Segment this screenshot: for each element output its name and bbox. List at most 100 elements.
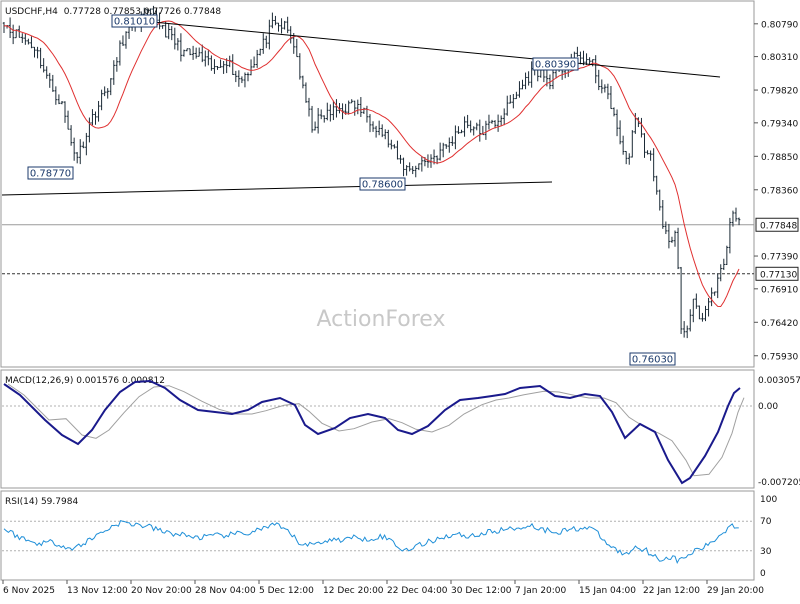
x-axis-tick: 22 Dec 04:00 <box>387 586 448 596</box>
price-annotation-low-label: 0.78770 <box>27 166 74 180</box>
candle <box>106 88 109 99</box>
candle <box>734 207 738 222</box>
x-axis-tick: 6 Nov 2025 <box>3 586 55 596</box>
candle <box>451 136 454 146</box>
candle <box>454 125 457 150</box>
price-axis-tick: 0.77390 <box>761 253 798 263</box>
candle <box>121 35 125 46</box>
candle <box>658 189 662 211</box>
candle <box>487 114 491 130</box>
candle <box>627 153 631 165</box>
candle <box>420 156 424 172</box>
price-axis-tick: 0.79820 <box>761 87 798 97</box>
candle <box>213 59 216 74</box>
svg-text:0.78600: 0.78600 <box>362 180 403 191</box>
rsi-axis-tick: 100 <box>760 495 777 505</box>
price-annotation-peak-label: 0.80390 <box>532 57 579 71</box>
candle <box>579 51 582 65</box>
support-level-badge: 0.77130 <box>755 266 799 281</box>
ohlc-readout: 0.77728 0.77853 0.77726 0.77848 <box>64 7 222 17</box>
candle <box>475 122 479 131</box>
candle <box>39 47 42 69</box>
candle <box>670 236 674 243</box>
candle <box>615 109 619 137</box>
candle <box>97 100 100 122</box>
candle <box>707 297 710 317</box>
candle <box>33 46 36 58</box>
candle <box>265 35 268 49</box>
candle <box>243 72 247 88</box>
candle <box>380 124 384 138</box>
candle <box>158 12 161 30</box>
candle <box>493 120 497 129</box>
price-axis-tick: 0.79340 <box>761 119 798 129</box>
candle <box>219 59 222 68</box>
candle <box>54 86 58 105</box>
candle <box>701 312 704 322</box>
candle <box>322 115 326 123</box>
candle <box>85 132 88 156</box>
candle <box>414 165 418 178</box>
candle <box>310 105 314 133</box>
candle <box>496 114 500 132</box>
candle <box>173 27 177 50</box>
candle <box>518 81 521 98</box>
x-axis-tick: 28 Nov 04:00 <box>195 586 256 596</box>
candle <box>371 121 375 132</box>
price-annotation-low-label: 0.76030 <box>629 352 676 366</box>
candle <box>664 221 668 235</box>
candle <box>502 108 506 126</box>
svg-text:0.80390: 0.80390 <box>535 60 576 71</box>
x-axis-tick: 30 Dec 12:00 <box>451 586 512 596</box>
candle <box>350 99 353 104</box>
candle <box>515 91 518 100</box>
candle <box>551 67 555 90</box>
x-axis-tick: 15 Jan 04:00 <box>579 586 636 596</box>
candle <box>374 125 378 138</box>
candle <box>606 83 610 100</box>
candle <box>188 48 192 56</box>
candle <box>646 150 649 155</box>
candle <box>624 150 628 165</box>
candle <box>725 245 729 266</box>
candle <box>307 97 311 117</box>
candle <box>679 266 683 335</box>
price-axis-tick: 0.78360 <box>761 186 798 196</box>
candle <box>631 130 634 158</box>
candle <box>377 120 381 136</box>
candle <box>685 325 689 339</box>
candle <box>280 18 283 34</box>
candle <box>42 58 45 73</box>
candle <box>655 175 658 195</box>
candle <box>11 24 15 45</box>
candle <box>405 165 408 176</box>
candle <box>512 93 515 109</box>
candle <box>277 22 280 32</box>
candle <box>698 305 701 320</box>
candle <box>115 57 119 72</box>
candle <box>124 31 128 49</box>
candle <box>466 114 469 129</box>
candle <box>109 78 113 96</box>
moving-average-line <box>3 20 740 308</box>
candle <box>521 79 524 90</box>
candle <box>600 79 604 94</box>
x-axis-tick: 20 Nov 20:00 <box>131 586 192 596</box>
candle <box>207 50 210 66</box>
candle <box>722 258 726 271</box>
rsi-panel-frame <box>0 490 755 581</box>
candle <box>618 120 622 145</box>
price-axis-tick: 0.76420 <box>761 319 798 329</box>
candle <box>66 110 70 130</box>
candle <box>261 33 265 54</box>
svg-text:0.78770: 0.78770 <box>30 169 71 180</box>
candle <box>524 72 527 90</box>
resistance-trendline <box>111 17 721 78</box>
macd-line <box>3 379 741 485</box>
macd-axis-tick: -0.007205 <box>758 478 800 488</box>
candle <box>408 162 411 172</box>
candle <box>609 86 613 110</box>
candle <box>45 66 48 79</box>
candle <box>411 166 414 175</box>
candle <box>286 16 289 34</box>
